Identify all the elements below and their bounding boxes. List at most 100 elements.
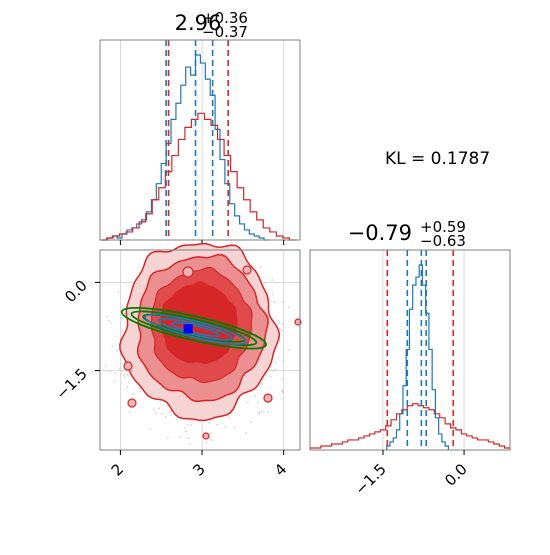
joint-sample-point [168,411,171,413]
joint-sample-point [160,413,163,415]
y-marginal-title-median: −0.79 [348,221,412,245]
red-contour-island [182,266,194,278]
joint-frame [99,249,301,451]
joint-sample-point [186,423,189,426]
joint-sample-point [245,432,248,435]
y-marginal-histograms [309,264,511,450]
joint-sample-point [164,416,167,418]
joint-y-tick-label: −1.5 [52,365,90,403]
joint-sample-point [127,374,129,376]
joint-contours [104,242,302,446]
x-marginal-frame [99,39,301,241]
x-marginal-title-lower: −0.37 [202,23,248,41]
joint-sample-point [116,349,118,352]
blue-y-histogram [386,264,449,450]
joint-sample-point [167,436,169,439]
joint-sample-point [117,291,120,294]
joint-sample-point [106,370,109,372]
x-marginal-title-upper: +0.36 [202,9,248,27]
joint-sample-point [257,413,260,415]
joint-sample-point [104,365,107,367]
blue-contour-2 [157,317,234,341]
joint-sample-point [271,279,273,281]
joint-sample-point [280,397,283,400]
joint-x-tick-label: 4 [271,460,290,479]
true-value-marker [183,324,193,334]
joint-sample-point [281,329,283,331]
green-contour-1 [120,306,267,350]
y-marginal-frame [309,249,511,451]
joint-sample-point [275,362,277,364]
joint-sample-point [138,387,141,389]
joint-sample-point [216,423,218,426]
blue-x-histogram [102,54,269,241]
blue-contour-3 [171,321,220,337]
joint-sample-point [187,437,190,439]
joint-sample-point [274,368,276,371]
joint-sample-point [121,329,124,332]
joint-sample-point [263,411,265,413]
joint-sample-point [282,391,284,394]
y-marginal-panel: −1.5 0.0 −0.79 +0.59 −0.63 [309,218,511,499]
joint-x-tick-label: 3 [189,460,208,479]
x-marginal-title-median: 2.96 [175,11,222,35]
joint-sample-point [210,439,213,441]
red-contour-island [242,265,252,275]
joint-sample-point [119,367,121,370]
blue-contour-1 [144,313,247,345]
joint-sample-point [276,347,278,350]
joint-y-tick-label: 0.0 [61,276,91,306]
joint-sample-point [106,316,109,318]
joint-sample-point [261,383,263,385]
red-x-histogram [100,112,296,241]
y-marginal-quantile-lines [386,250,455,450]
joint-sample-point [278,322,281,325]
joint-sample-point [288,349,290,351]
joint-sample-point [273,301,276,304]
joint-sample-point [282,360,284,363]
joint-sample-point [234,426,236,429]
joint-sample-point [158,407,160,410]
joint-sample-point [247,401,249,404]
joint-sample-point [209,432,212,435]
joint-sample-point [190,424,193,426]
y-marginal-title-lower: −0.63 [420,232,466,250]
red-contour-island [263,393,273,403]
joint-sample-point [259,266,262,268]
y-marginal-x-tick-label: −1.5 [351,460,389,498]
joint-sample-point [185,430,187,433]
joint-sample-point [184,427,186,430]
x-marginal-quantile-lines [165,40,229,240]
joint-sample-point [108,319,110,322]
y-marginal-x-tick-label: 0.0 [441,460,471,490]
joint-sample-point [264,282,267,284]
joint-sample-point [288,306,290,309]
joint-sample-point [281,378,284,381]
red-y-histogram [309,403,511,450]
joint-sample-point [110,322,112,324]
x-marginal-histograms [100,54,296,241]
joint-sample-point [128,411,131,413]
joint-sample-point [122,373,125,376]
joint-sample-point [189,443,191,446]
joint-contour-panel: 2 3 4 0.0 −1.5 [52,242,302,480]
joint-sample-point [208,422,211,424]
joint-sample-point [192,420,195,423]
joint-sample-point [282,301,284,303]
joint-sample-point [254,395,256,397]
joint-sample-point [149,428,152,431]
joint-sample-point [132,393,135,396]
joint-sample-point [123,312,126,315]
x-marginal-panel: 2.96 +0.36 −0.37 [99,9,301,245]
joint-sample-point [269,375,272,378]
joint-sample-point [123,376,126,378]
joint-sample-point [260,410,263,413]
joint-sample-point [228,416,231,419]
joint-sample-point [260,382,262,384]
joint-sample-point [257,401,259,404]
x-marginal-background [100,40,300,240]
joint-sample-point [205,441,208,444]
y-marginal-title-upper: +0.59 [420,218,466,236]
joint-sample-point [258,411,261,414]
